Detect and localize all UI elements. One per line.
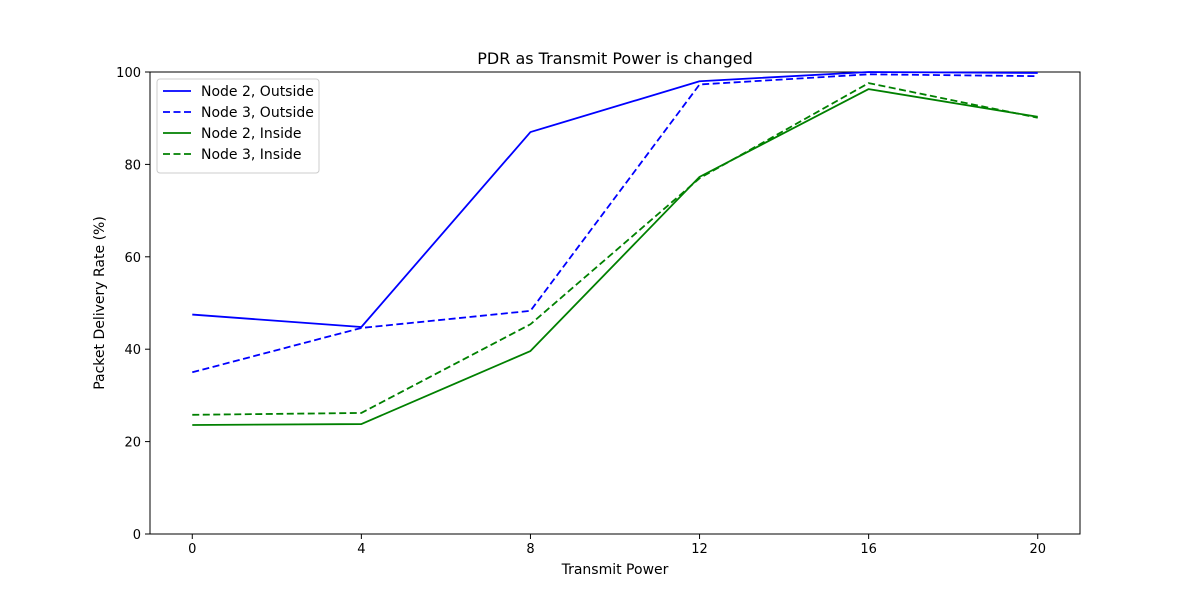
x-axis-label: Transmit Power (561, 562, 669, 578)
y-tick-label: 0 (133, 528, 141, 543)
x-tick-label: 20 (1029, 542, 1046, 557)
x-tick-label: 12 (691, 542, 708, 557)
legend: Node 2, Outside Node 3, Outside Node 2, In… (156, 78, 320, 174)
plot-frame (149, 71, 1081, 535)
legend-label: Node 3, Outside (201, 105, 314, 121)
series-line-node-3-inside (192, 82, 1038, 416)
x-tick-label: 16 (860, 542, 877, 557)
y-tick-label: 80 (124, 158, 141, 173)
series-line-node-2-outside (192, 71, 1038, 328)
chart-title: PDR as Transmit Power is changed (477, 49, 752, 68)
x-tick-label: 0 (188, 542, 196, 557)
legend-box (156, 78, 320, 174)
y-tick-label: 40 (124, 343, 141, 358)
plot-area: 0 4 8 12 16 20 0 20 40 60 80 100 (116, 66, 1081, 557)
series-line-node-2-inside (192, 88, 1038, 426)
x-tick-label: 4 (357, 542, 365, 557)
y-tick-label: 100 (116, 66, 141, 81)
y-axis-label: Packet Delivery Rate (%) (92, 216, 108, 390)
legend-label: Node 2, Inside (201, 126, 301, 142)
y-tick-label: 60 (124, 251, 141, 266)
series-line-node-3-outside (192, 73, 1038, 374)
x-tick-label: 8 (526, 542, 534, 557)
legend-label: Node 3, Inside (201, 147, 301, 163)
y-tick-label: 20 (124, 436, 141, 451)
legend-label: Node 2, Outside (201, 84, 314, 100)
